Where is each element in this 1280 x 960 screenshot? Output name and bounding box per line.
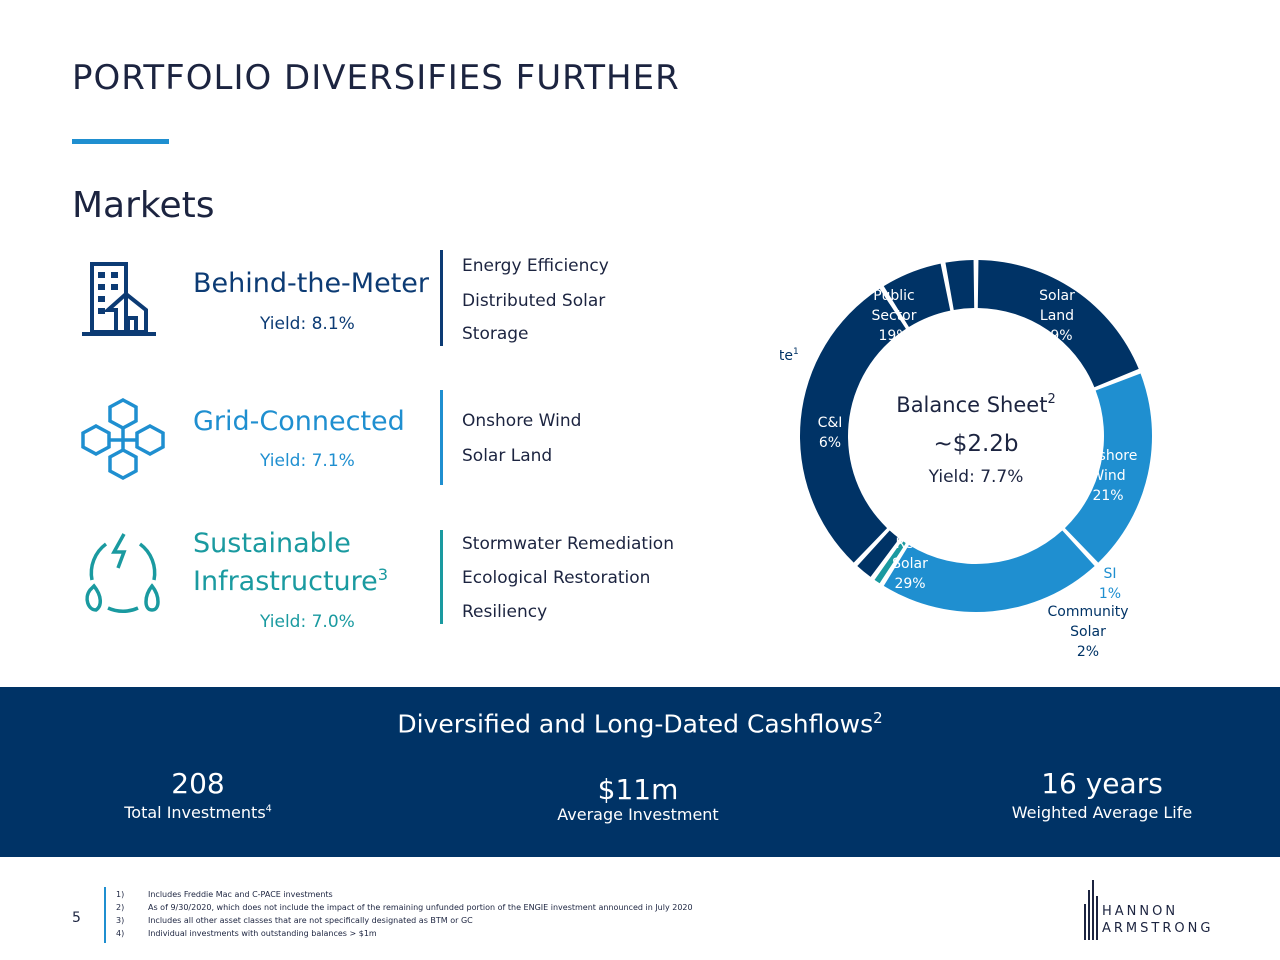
kpi-value-total-investments: 208 [171,767,225,800]
page-title: PORTFOLIO DIVERSIFIES FURTHER [72,58,680,98]
logo-bars-icon [1084,880,1098,940]
segment-name-sustainable: Sustainable [193,528,351,559]
segment-name-behind-the-meter: Behind-the-Meter [193,268,429,299]
building-home-icon [82,262,156,336]
slice-label: Community Solar 2% [1047,604,1128,660]
slice-label: SI 1% [1099,566,1121,602]
segment-divider-behind-the-meter [440,250,443,346]
footnote: 1) Includes Freddie Mac and C-PACE invest… [116,890,333,899]
footnote: 2) As of 9/30/2020, which does not includ… [116,903,693,912]
donut-slice [977,260,1139,388]
section-heading: Markets [72,185,215,226]
segment-item: Energy Efficiency [462,256,609,276]
segment-item: Storage [462,324,529,344]
segment-divider-sustainable [440,530,443,624]
footnote: 4) Individual investments with outstandin… [116,929,377,938]
segment-name-infrastructure: Infrastructure3 [193,565,389,597]
kpi-value-weighted-average-life: 16 years [1041,767,1163,800]
slice-label: Onshore Wind 21% [1079,448,1138,504]
kpi-label-total-investments: Total Investments4 [124,803,272,822]
logo-text-hannon: HANNON [1102,904,1179,919]
segment-item: Ecological Restoration [462,568,651,588]
chart-center-yield: Yield: 7.7% [928,467,1024,487]
segment-divider-grid-connected [440,390,443,485]
donut-slice [874,540,906,584]
logo-text-armstrong: ARMSTRONG [1102,921,1214,936]
segment-item: Solar Land [462,446,553,466]
segment-yield-sustainable: Yield: 7.0% [260,612,355,632]
segment-name-grid-connected: Grid-Connected [193,406,405,437]
water-cycle-icon [85,533,160,613]
footnote: 3) Includes all other asset classes that … [116,916,473,925]
segment-yield-grid-connected: Yield: 7.1% [260,451,355,471]
donut-slice [1064,373,1152,563]
chart-center-value: ~$2.2b [933,431,1018,457]
kpi-label-average-investment: Average Investment [557,805,719,824]
donut-slice [857,530,900,577]
segment-item: Distributed Solar [462,291,606,311]
footnote-marker: 3 [377,565,389,584]
company-logo: HANNON ARMSTRONG [1082,880,1222,940]
slice-label: Public Sector 19% [871,288,916,344]
segment-item: Onshore Wind [462,411,582,431]
segment-item: Resiliency [462,602,548,622]
slice-label: Green Real Estate13% [780,347,799,384]
segment-yield-behind-the-meter: Yield: 8.1% [260,314,355,334]
kpi-label-weighted-average-life: Weighted Average Life [1011,803,1193,822]
donut-slice [800,288,906,563]
balance-sheet-donut-chart: Public Sector 19% Solar Land 19% Onshore Wind 21… [780,260,1152,660]
band-title: Diversified and Long-Dated Cashflows2 [397,709,883,739]
slice-label: Resi Solar 29% [892,536,928,592]
title-underline [72,139,169,144]
page-number: 5 [72,910,81,926]
donut-slice [945,260,975,310]
slice-label: C&I 6% [818,415,843,451]
network-cubes-icon [81,398,165,480]
kpi-value-average-investment: $11m [597,773,679,806]
chart-title: Balance Sheet2 [896,392,1055,417]
slice-label: Solar Land 19% [1039,288,1075,344]
segment-item: Stormwater Remediation [462,534,674,554]
cashflows-band: Diversified and Long-Dated Cashflows2 20… [0,687,1280,857]
donut-slice [883,263,951,327]
donut-slice [883,530,1095,612]
footer-rule [104,887,106,943]
